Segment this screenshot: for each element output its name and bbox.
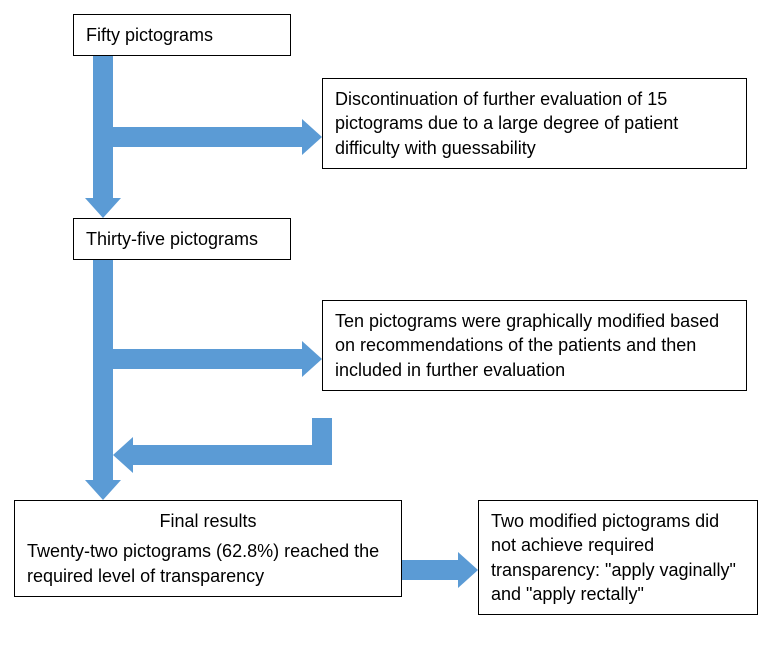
node-final-results: Final results Twenty-two pictograms (62.… bbox=[14, 500, 402, 597]
node-label: Two modified pictograms did not achieve … bbox=[491, 511, 736, 604]
node-two-modified-failed: Two modified pictograms did not achieve … bbox=[478, 500, 758, 615]
node-title: Final results bbox=[27, 509, 389, 533]
node-label: Thirty-five pictograms bbox=[86, 229, 258, 249]
node-ten-modified: Ten pictograms were graphically modified… bbox=[322, 300, 747, 391]
node-discontinuation: Discontinuation of further evaluation of… bbox=[322, 78, 747, 169]
node-label: Fifty pictograms bbox=[86, 25, 213, 45]
node-thirty-five-pictograms: Thirty-five pictograms bbox=[73, 218, 291, 260]
node-label: Ten pictograms were graphically modified… bbox=[335, 311, 719, 380]
node-fifty-pictograms: Fifty pictograms bbox=[73, 14, 291, 56]
node-label: Twenty-two pictograms (62.8%) reached th… bbox=[27, 541, 379, 585]
node-label: Discontinuation of further evaluation of… bbox=[335, 89, 678, 158]
